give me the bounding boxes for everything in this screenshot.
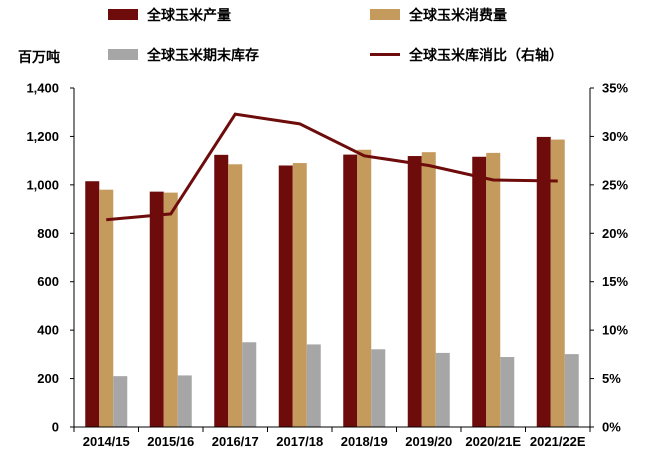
ending-stock-bar xyxy=(306,344,321,427)
left-y-tick-label: 800 xyxy=(37,226,59,241)
right-y-tick-label: 30% xyxy=(602,129,628,144)
left-y-tick-label: 1,400 xyxy=(26,81,59,96)
consumption-bar xyxy=(292,163,307,427)
production-bar xyxy=(407,156,422,428)
left-y-tick-label: 600 xyxy=(37,274,59,289)
consumption-bar xyxy=(486,152,501,427)
production-bar xyxy=(472,156,487,427)
consumption-bar xyxy=(99,189,114,427)
stock-to-use-ratio-line xyxy=(106,112,558,222)
ending-stock-bar xyxy=(500,357,515,427)
x-category-label: 2016/17 xyxy=(212,434,259,449)
production-bar xyxy=(536,136,551,427)
legend-swatch-production xyxy=(108,9,138,20)
left-y-tick-label: 200 xyxy=(37,371,59,386)
axes: 0 200 400 600 800 1,000 1,200 1,400 0% 5% 10% 15% 20… xyxy=(26,81,628,450)
production-bar xyxy=(278,165,293,428)
right-y-tick-label: 0% xyxy=(602,420,621,435)
right-y-tick-label: 35% xyxy=(602,81,628,96)
consumption-bar xyxy=(163,192,178,427)
x-category-label: 2020/21E xyxy=(465,434,521,449)
left-y-tick-label: 1,200 xyxy=(26,129,59,144)
right-y-tick-label: 20% xyxy=(602,226,628,241)
legend-swatch-consumption xyxy=(370,9,400,20)
x-category-label: 2021/22E xyxy=(530,434,586,449)
left-y-tick-label: 0 xyxy=(52,420,59,435)
x-category-label: 2014/15 xyxy=(83,434,130,449)
legend-label-stock-to-use-ratio: 全球玉米库消比（右轴） xyxy=(408,47,563,63)
legend: 全球玉米产量 全球玉米消费量 全球玉米期末库存 全球玉米库消比（右轴） xyxy=(108,7,563,63)
legend-label-production: 全球玉米产量 xyxy=(146,7,231,23)
ending-stock-bar xyxy=(113,376,128,427)
x-category-label: 2018/19 xyxy=(341,434,388,449)
x-category-label: 2015/16 xyxy=(147,434,194,449)
right-y-tick-label: 25% xyxy=(602,177,628,192)
right-y-tick-label: 15% xyxy=(602,274,628,289)
y-axis-unit-label: 百万吨 xyxy=(18,49,60,65)
consumption-bar xyxy=(228,164,243,427)
x-category-label: 2017/18 xyxy=(276,434,323,449)
ending-stock-bar xyxy=(435,352,450,427)
right-y-tick-label: 10% xyxy=(602,323,628,338)
consumption-bar xyxy=(357,149,372,427)
production-bar xyxy=(214,154,229,427)
bar-series-group xyxy=(85,136,579,428)
ending-stock-bar xyxy=(371,349,386,427)
production-bar xyxy=(343,154,358,427)
production-bar xyxy=(85,181,100,427)
production-bar xyxy=(149,191,164,427)
left-y-tick-label: 1,000 xyxy=(26,177,59,192)
x-category-label: 2019/20 xyxy=(405,434,452,449)
legend-swatch-ending-stock xyxy=(108,49,138,60)
ending-stock-bar xyxy=(177,375,192,427)
legend-label-ending-stock: 全球玉米期末库存 xyxy=(146,47,259,63)
consumption-bar xyxy=(550,139,565,427)
legend-label-consumption: 全球玉米消费量 xyxy=(408,7,507,23)
left-y-tick-label: 400 xyxy=(37,323,59,338)
ending-stock-bar xyxy=(242,342,257,427)
right-y-tick-label: 5% xyxy=(602,371,621,386)
consumption-bar xyxy=(421,152,436,428)
ending-stock-bar xyxy=(564,354,579,427)
